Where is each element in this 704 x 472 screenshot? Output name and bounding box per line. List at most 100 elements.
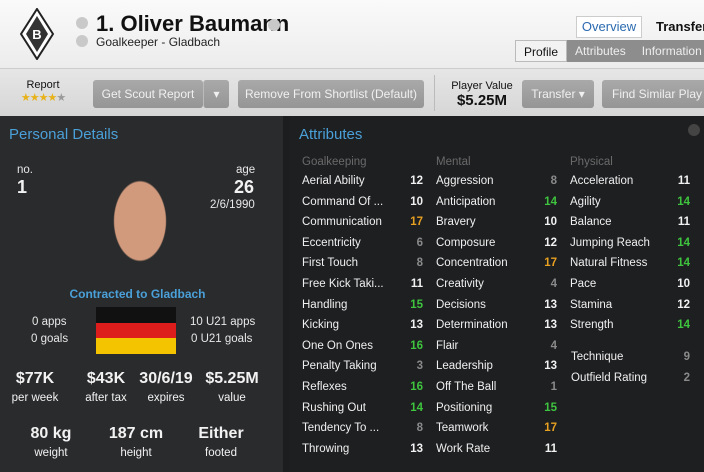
attribute-row[interactable]: Leadership 13 [436, 360, 557, 372]
attribute-value: 14 [544, 195, 557, 208]
attribute-value: 10 [410, 195, 423, 208]
player-position-club: Goalkeeper - Gladbach [96, 35, 221, 49]
attribute-name: Anticipation [436, 195, 496, 208]
attribute-name: Work Rate [436, 442, 491, 455]
panel-menu-icon[interactable] [688, 124, 700, 136]
attribute-name: Agility [570, 195, 601, 208]
attribute-name: Technique [571, 351, 624, 363]
attribute-value: 13 [544, 298, 557, 311]
attribute-row[interactable]: Throwing 13 [302, 443, 423, 455]
attribute-row[interactable]: Jumping Reach 14 [570, 237, 690, 249]
body-stat: Either footed [181, 425, 261, 461]
previous-player-icon[interactable] [76, 17, 88, 29]
find-similar-button[interactable]: Find Similar Play [602, 80, 704, 108]
attribute-value: 1 [550, 381, 557, 393]
attribute-name: Leadership [436, 360, 493, 373]
attribute-name: Determination [436, 319, 508, 332]
star-filled-icon: ★ [20, 92, 31, 104]
attribute-row[interactable]: Determination 13 [436, 319, 557, 331]
tab-overview[interactable]: Overview [576, 16, 642, 38]
attribute-row[interactable]: Acceleration 11 [570, 175, 690, 187]
attribute-value: 4 [550, 339, 557, 352]
attribute-value: 13 [544, 319, 557, 332]
attributes-panel [290, 116, 704, 472]
contract-link[interactable]: Contracted to Gladbach [69, 287, 206, 301]
attribute-value: 11 [677, 216, 690, 229]
report-rating: Report ★★★★★ [12, 79, 74, 104]
attribute-name: Outfield Rating [571, 371, 648, 384]
attribute-value: 12 [677, 298, 690, 311]
svg-text:B: B [32, 27, 41, 42]
attribute-row[interactable]: One On Ones 16 [302, 340, 423, 352]
attribute-value: 13 [410, 319, 423, 332]
attribute-row[interactable]: Stamina 12 [570, 299, 690, 311]
body-label: height [120, 447, 152, 459]
attribute-row[interactable]: Aggression 8 [436, 175, 557, 187]
attr-group-mental: Mental [436, 156, 471, 168]
attribute-name: One On Ones [302, 339, 373, 352]
attribute-name: Free Kick Taki... [302, 278, 384, 290]
attribute-row[interactable]: Concentration 17 [436, 257, 557, 269]
attribute-row[interactable]: Aerial Ability 12 [302, 175, 423, 187]
attribute-name: Concentration [436, 257, 508, 270]
attribute-value: 14 [677, 257, 690, 270]
money-value: $5.25M [205, 370, 259, 387]
attribute-name: Tendency To ... [302, 422, 380, 435]
attribute-row[interactable]: Handling 15 [302, 299, 423, 311]
attribute-row[interactable]: Reflexes 16 [302, 381, 423, 393]
attribute-row[interactable]: Off The Ball 1 [436, 381, 557, 393]
attribute-row[interactable]: First Touch 8 [302, 257, 423, 269]
age-label: age [236, 164, 256, 176]
attribute-row[interactable]: Bravery 10 [436, 216, 557, 228]
attribute-value: 10 [677, 278, 690, 290]
remove-shortlist-button[interactable]: Remove From Shortlist (Default) [238, 80, 424, 108]
attribute-value: 12 [544, 236, 557, 249]
attribute-row[interactable]: Technique 9 [571, 351, 690, 363]
tab-transfer[interactable]: Transfer [656, 19, 704, 34]
subtab-information[interactable]: Information [641, 44, 702, 58]
attribute-row[interactable]: Agility 14 [570, 196, 690, 208]
attribute-row[interactable]: Work Rate 11 [436, 443, 557, 455]
attribute-row[interactable]: Creativity 4 [436, 278, 557, 290]
attribute-row[interactable]: Tendency To ... 8 [302, 422, 423, 434]
attribute-row[interactable]: Composure 12 [436, 237, 557, 249]
attribute-row[interactable]: Decisions 13 [436, 299, 557, 311]
attribute-row[interactable]: Anticipation 14 [436, 196, 557, 208]
attribute-row[interactable]: Command Of ... 10 [302, 196, 423, 208]
flag-stripe [96, 322, 176, 339]
attribute-row[interactable]: Rushing Out 14 [302, 402, 423, 414]
attribute-row[interactable]: Natural Fitness 14 [570, 257, 690, 269]
attribute-row[interactable]: Free Kick Taki... 11 [302, 278, 423, 290]
attribute-row[interactable]: Positioning 15 [436, 402, 557, 414]
scout-dropdown-button[interactable]: ▾ [203, 80, 229, 108]
transfer-button[interactable]: Transfer ▾ [522, 80, 594, 108]
options-icon[interactable] [76, 35, 88, 47]
player-photo [100, 160, 180, 282]
subtab-attributes[interactable]: Attributes [575, 44, 626, 58]
attribute-value: 14 [677, 195, 690, 208]
attr-group-goalkeeping: Goalkeeping [302, 156, 367, 168]
player-menu-icon[interactable] [268, 19, 280, 31]
attribute-row[interactable]: Kicking 13 [302, 319, 423, 331]
attribute-row[interactable]: Communication 17 [302, 216, 423, 228]
attribute-value: 9 [683, 351, 690, 363]
attribute-value: 8 [416, 422, 423, 435]
attribute-name: Off The Ball [436, 381, 497, 393]
attribute-row[interactable]: Balance 11 [570, 216, 690, 228]
attribute-row[interactable]: Pace 10 [570, 278, 690, 290]
attribute-row[interactable]: Strength 14 [570, 319, 690, 331]
report-label: Report [26, 79, 60, 91]
attribute-value: 12 [410, 175, 423, 187]
toolbar: Report ★★★★★ Get Scout Report ▾ Remove Fr… [0, 68, 704, 116]
attribute-row[interactable]: Flair 4 [436, 340, 557, 352]
money-label: value [218, 392, 246, 404]
subtab-profile[interactable]: Profile [515, 40, 568, 62]
attribute-row[interactable]: Teamwork 17 [436, 422, 557, 434]
body-stat: 80 kg weight [11, 425, 91, 461]
attribute-row[interactable]: Outfield Rating 2 [571, 372, 690, 384]
subtabs: Profile Attributes Information [515, 40, 704, 62]
attribute-row[interactable]: Penalty Taking 3 [302, 360, 423, 372]
date-of-birth: 2/6/1990 [210, 199, 255, 211]
attribute-row[interactable]: Eccentricity 6 [302, 237, 423, 249]
get-scout-report-button[interactable]: Get Scout Report [93, 80, 203, 108]
